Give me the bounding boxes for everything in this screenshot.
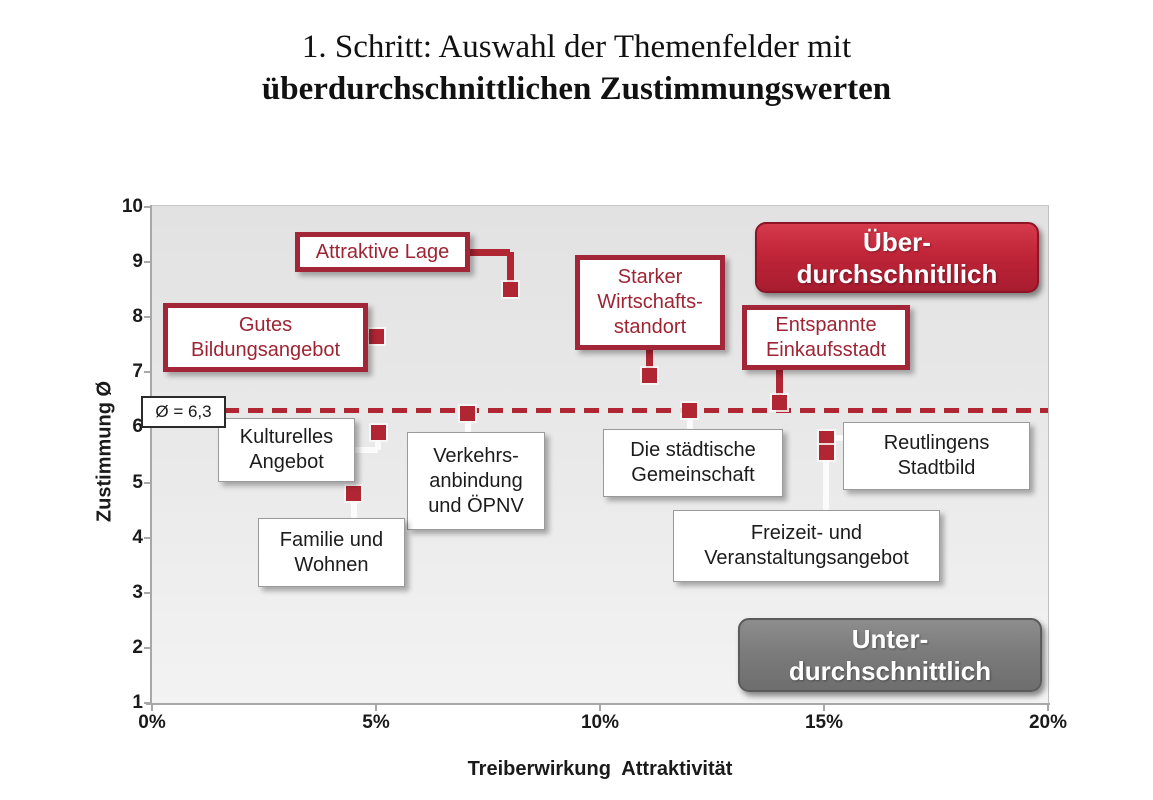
x-tick-label: 5%: [362, 712, 390, 733]
callout-connector: [686, 410, 693, 431]
y-tick-label: 1: [132, 692, 143, 713]
data-point-marker: [818, 444, 834, 460]
callout-label: Reutlingens Stadtbild: [843, 422, 1030, 490]
data-point-marker: [502, 282, 518, 298]
y-tick-label: 2: [132, 636, 143, 658]
y-axis-line: [150, 205, 152, 705]
callout-connector: [375, 432, 382, 450]
callout-label: Starker Wirtschafts- standort: [575, 255, 725, 350]
callout-label: Kulturelles Angebot: [218, 418, 355, 482]
y-tick: [144, 206, 152, 208]
average-reference-line: [152, 408, 1048, 413]
data-point-marker: [346, 486, 362, 502]
x-tick: [375, 703, 377, 711]
callout-connector: [826, 435, 845, 442]
y-tick: [144, 371, 152, 374]
y-tick-label: 8: [132, 306, 143, 328]
callout-connector: [506, 252, 514, 290]
y-tick-label: 10: [121, 196, 143, 217]
data-point-marker: [460, 406, 476, 422]
data-point-marker: [368, 329, 384, 344]
y-tick-label: 7: [132, 361, 143, 383]
page-title-line1: 1. Schritt: Auswahl der Themenfelder mit: [301, 29, 852, 65]
y-tick: [144, 481, 152, 484]
x-tick: [1047, 703, 1049, 711]
x-axis-line: [146, 703, 1050, 705]
callout-connector: [350, 493, 357, 520]
x-tick: [823, 703, 825, 711]
callout-connector: [470, 248, 511, 256]
x-tick-label: 15%: [804, 712, 844, 733]
callout-label: Familie und Wohnen: [258, 518, 405, 587]
y-tick-label: 9: [132, 251, 143, 273]
y-tick: [144, 536, 152, 539]
data-point-marker: [771, 395, 787, 411]
x-tick: [599, 703, 601, 711]
callout-label: Attraktive Lage: [295, 232, 470, 272]
y-tick: [144, 316, 152, 319]
page-title: 1. Schritt: Auswahl der Themenfelder mit…: [0, 26, 1153, 110]
average-value-label: Ø = 6,3: [141, 396, 226, 428]
page-title-line2: überdurchschnittlichen Zustimmungswerten: [261, 71, 892, 107]
callout-connector: [823, 452, 830, 512]
y-tick-label: 5: [132, 471, 143, 493]
y-tick-label: 4: [132, 526, 143, 548]
y-tick: [144, 261, 152, 264]
callout-connector: [355, 447, 379, 453]
data-point-marker: [641, 367, 657, 383]
callout-label: Freizeit- und Veranstaltungsangebot: [673, 510, 940, 582]
data-point-marker: [682, 403, 698, 419]
x-tick-label: 20%: [1028, 712, 1068, 733]
data-point-marker: [370, 425, 386, 441]
callout-connector: [775, 370, 783, 403]
y-tick-label: 6: [132, 416, 143, 438]
callout-label: Die städtische Gemeinschaft: [603, 429, 783, 497]
callout-label: Verkehrs- anbindung und ÖPNV: [407, 432, 545, 530]
callout-label: Entspannte Einkaufsstadt: [742, 305, 910, 370]
x-tick-label: 0%: [138, 712, 166, 733]
callout-connector: [464, 413, 471, 434]
data-point-marker: [818, 430, 834, 446]
y-tick: [144, 591, 152, 594]
y-tick: [144, 702, 152, 704]
callout-connector: [645, 350, 653, 376]
legend-above-average-box: Über- durchschnitllich: [755, 222, 1039, 293]
callout-label: Gutes Bildungsangebot: [163, 303, 368, 372]
legend-below-average-box: Unter- durchschnittlich: [738, 618, 1042, 692]
y-tick-label: 3: [132, 581, 143, 603]
x-tick-label: 10%: [580, 712, 620, 733]
x-axis-title: Treiberwirkung Attraktivität: [467, 758, 733, 780]
y-tick: [144, 646, 152, 649]
x-tick: [151, 703, 153, 711]
